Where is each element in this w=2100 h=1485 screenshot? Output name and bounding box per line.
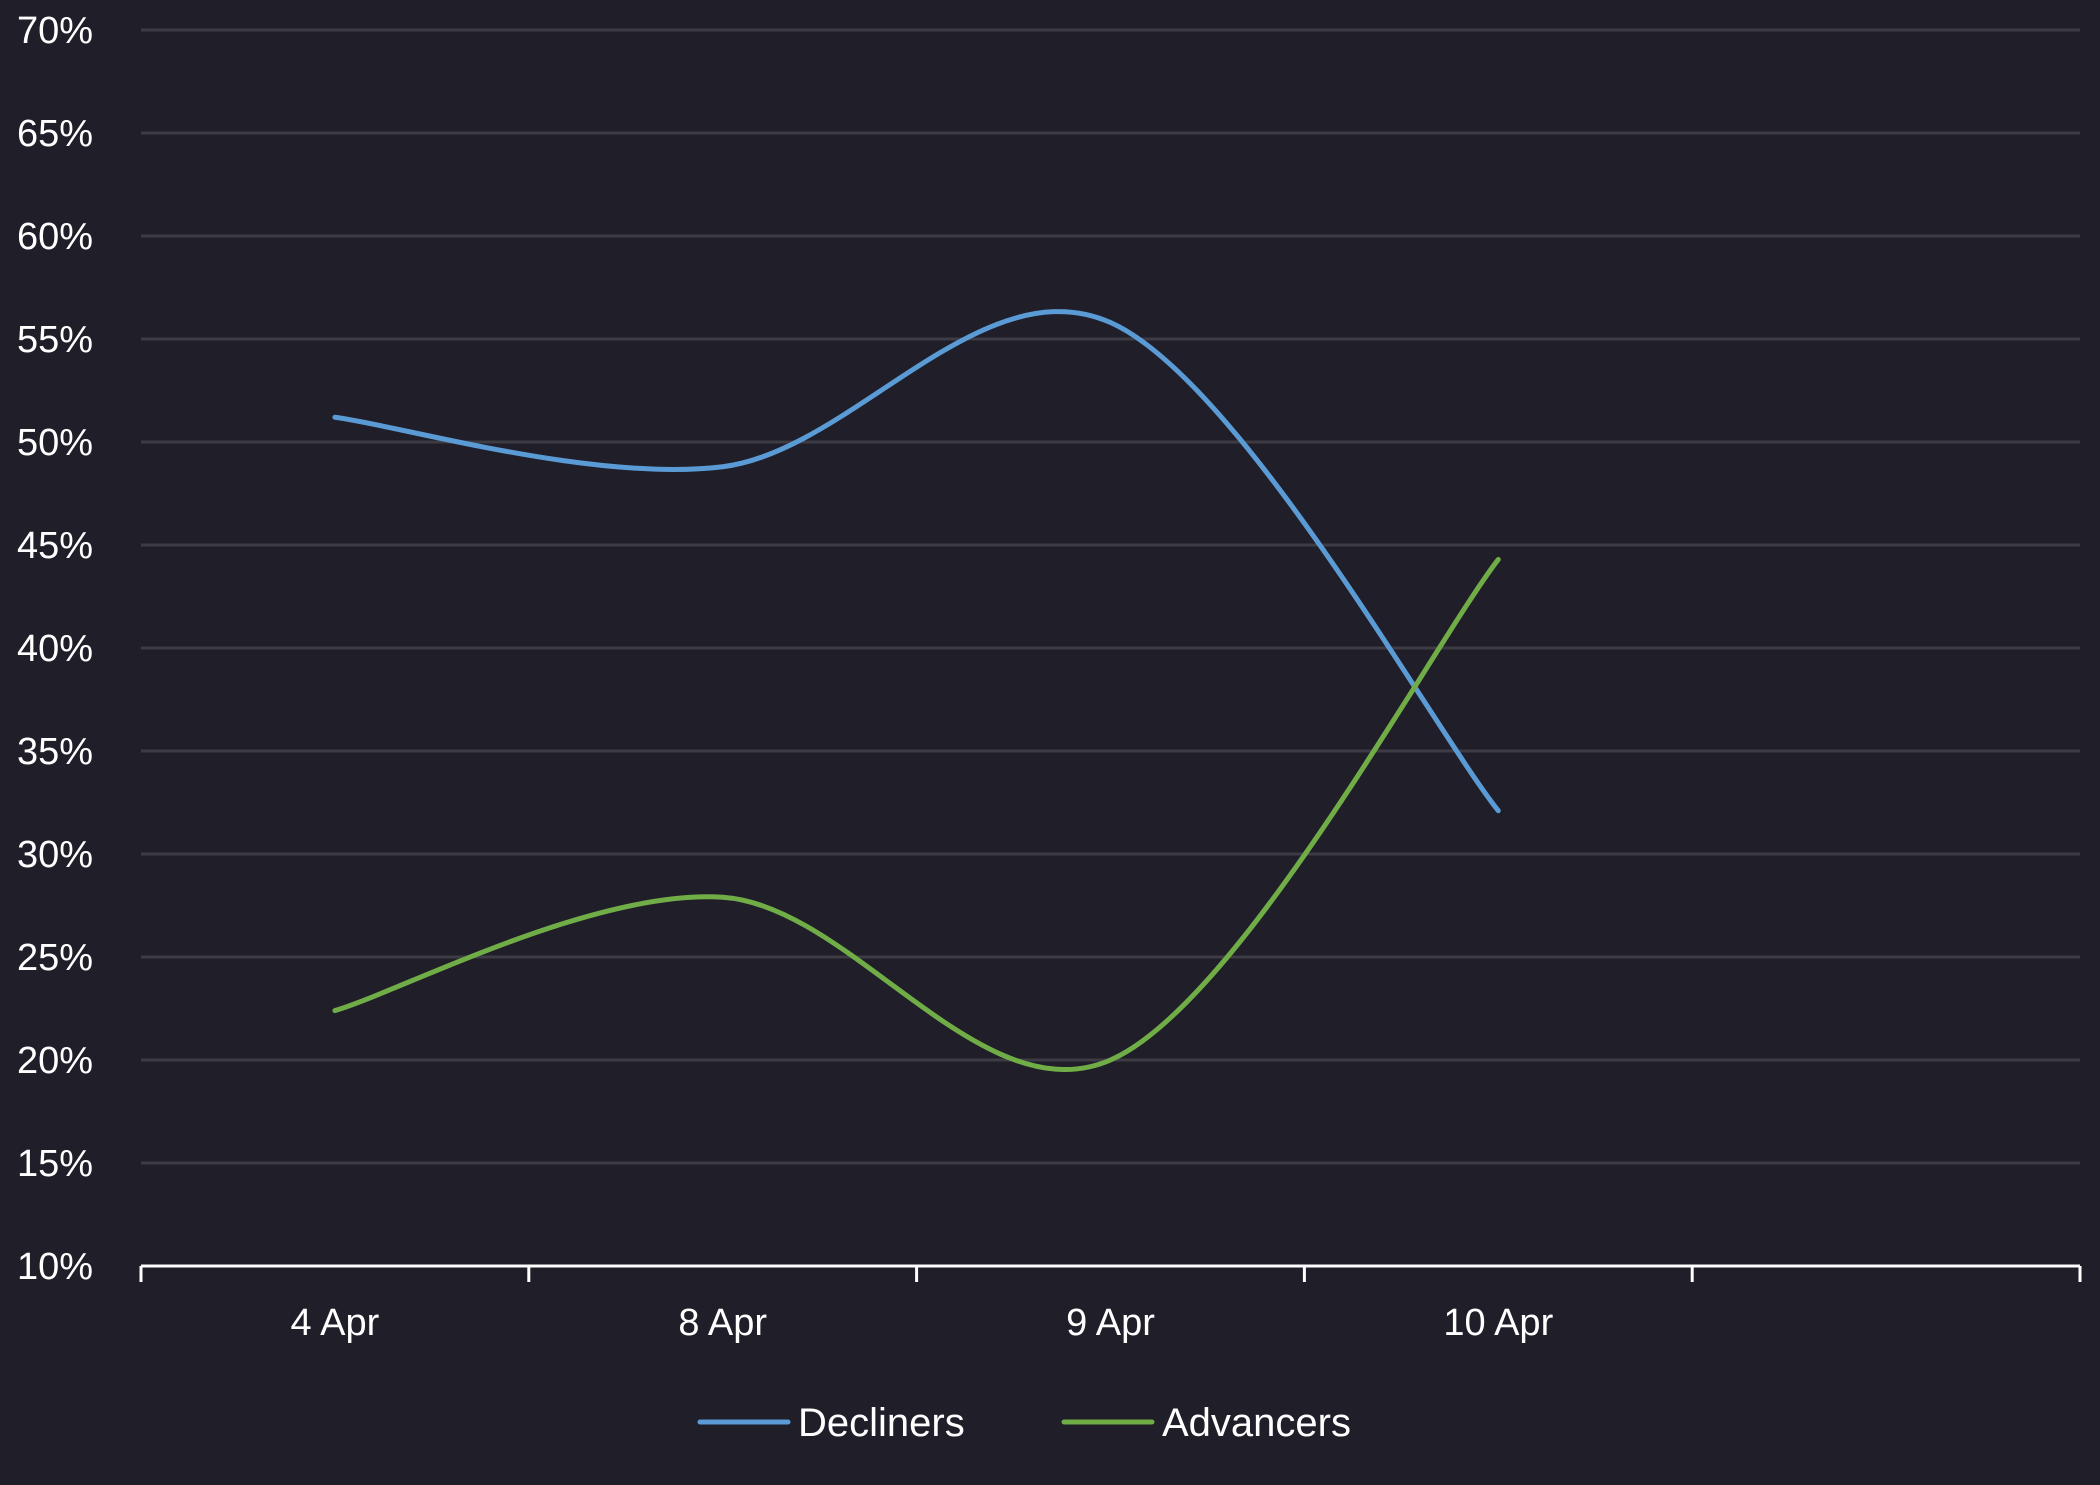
y-tick-label: 50% [17, 422, 93, 464]
series-line-advancers [332, 556, 1501, 1072]
y-tick-label: 70% [17, 10, 93, 52]
x-tick-label: 8 Apr [678, 1302, 767, 1344]
y-tick-label: 15% [17, 1143, 93, 1185]
y-tick-label: 65% [17, 113, 93, 155]
y-tick-label: 30% [17, 834, 93, 876]
x-tick-label: 10 Apr [1443, 1302, 1553, 1344]
y-tick-label: 25% [17, 937, 93, 979]
x-tick-label: 9 Apr [1066, 1302, 1155, 1344]
y-tick-label: 40% [17, 628, 93, 670]
gridlines [141, 28, 2080, 1165]
y-axis: 70% 65% 60% 55% 50% 45% 40% 35% 30% 25% 20% 15% 10% [17, 10, 93, 1288]
legend-label-decliners: Decliners [798, 1401, 965, 1445]
series-lines [332, 309, 1501, 1072]
legend: Decliners Advancers [697, 1401, 1351, 1445]
y-tick-label: 20% [17, 1040, 93, 1082]
legend-label-advancers: Advancers [1162, 1401, 1351, 1445]
x-axis: 4 Apr 8 Apr 9 Apr 10 Apr [139, 1264, 2082, 1344]
y-tick-label: 45% [17, 525, 93, 567]
y-tick-label: 55% [17, 319, 93, 361]
y-tick-label: 60% [17, 216, 93, 258]
series-line-decliners [332, 309, 1501, 814]
y-tick-label: 10% [17, 1246, 93, 1288]
y-tick-label: 35% [17, 731, 93, 773]
x-tick-label: 4 Apr [291, 1302, 380, 1344]
